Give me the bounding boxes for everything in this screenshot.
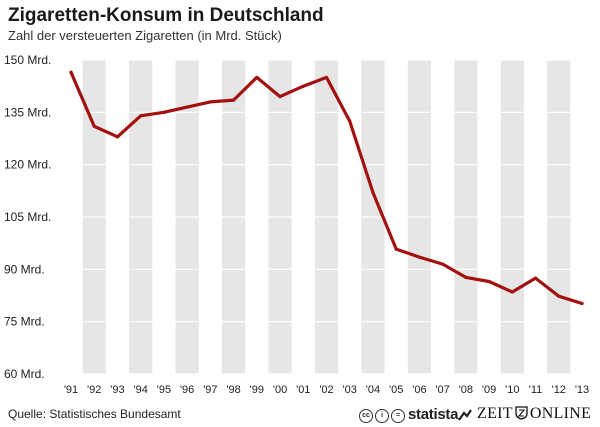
data-point: [208, 100, 212, 104]
y-tick-label: 150 Mrd.: [4, 53, 51, 67]
line-chart: 60 Mrd. 75 Mrd. 90 Mrd. 105 Mrd. 120 Mrd. 135…: [4, 53, 597, 396]
data-point: [255, 75, 259, 80]
x-tick-label: '97: [203, 384, 217, 396]
data-point: [185, 105, 189, 109]
x-tick-label: '91: [64, 384, 78, 396]
x-tick-label: '93: [110, 384, 124, 396]
statista-logo[interactable]: statista: [408, 406, 459, 423]
zeit-logo-text: ZEIT: [477, 405, 513, 422]
data-point: [139, 114, 143, 118]
source-note: Quelle: Statistisches Bundesamt: [8, 407, 181, 421]
nd-icon: =: [391, 409, 405, 423]
license-badge: cc i =: [359, 409, 405, 423]
footer: Quelle: Statistisches Bundesamt cc i = s…: [0, 403, 600, 427]
chart-title: Zigaretten-Konsum in Deutschland: [8, 5, 324, 26]
data-point: [348, 119, 352, 123]
x-axis-ticks: '91 '92 '93 '94 '95 '96 '97 '98 '99 '00 '01 '02 '03 '…: [64, 384, 589, 396]
series-group: [69, 70, 584, 306]
data-point: [278, 95, 282, 99]
by-icon: i: [375, 409, 389, 423]
x-tick-label: '00: [273, 384, 287, 396]
x-tick-label: '94: [134, 384, 148, 396]
data-point: [324, 75, 329, 80]
data-point: [557, 294, 561, 298]
data-point: [92, 124, 96, 128]
data-point: [162, 110, 166, 114]
x-tick-label: '04: [366, 384, 380, 396]
y-tick-label: 60 Mrd.: [4, 367, 45, 381]
x-tick-label: '99: [250, 384, 264, 396]
data-point: [441, 262, 445, 266]
x-tick-label: '02: [319, 384, 333, 396]
data-point: [510, 290, 514, 294]
y-axis-ticks: 60 Mrd. 75 Mrd. 90 Mrd. 105 Mrd. 120 Mrd. 135…: [4, 53, 51, 381]
chart-subtitle: Zahl der versteuerten Zigaretten (in Mrd…: [8, 28, 282, 43]
x-tick-label: '05: [389, 384, 403, 396]
data-point: [231, 98, 236, 102]
x-tick-label: '12: [552, 384, 566, 396]
x-tick-label: '06: [412, 384, 426, 396]
x-tick-label: '96: [180, 384, 194, 396]
data-point: [394, 247, 398, 251]
y-tick-label: 105 Mrd.: [4, 210, 51, 224]
x-tick-label: '01: [296, 384, 310, 396]
x-tick-label: '08: [459, 384, 473, 396]
data-point: [533, 276, 538, 280]
zeit-crest-icon: [515, 406, 528, 420]
data-point: [301, 84, 305, 88]
data-point: [371, 190, 375, 195]
online-logo-text: ONLINE: [529, 405, 592, 422]
y-tick-label: 135 Mrd.: [4, 105, 51, 119]
data-point: [487, 279, 491, 284]
x-tick-label: '92: [87, 384, 101, 396]
x-tick-label: '98: [226, 384, 240, 396]
x-tick-label: '10: [505, 384, 519, 396]
data-point: [580, 301, 584, 306]
x-tick-label: '95: [157, 384, 171, 396]
zeit-online-logo[interactable]: ZEIT ONLINE: [477, 405, 591, 423]
x-tick-label: '13: [575, 384, 589, 396]
data-point: [417, 255, 422, 259]
x-tick-label: '09: [482, 384, 496, 396]
cc-icon: cc: [359, 409, 373, 423]
data-point: [464, 275, 468, 279]
x-tick-label: '03: [343, 384, 357, 396]
x-tick-label: '11: [529, 384, 543, 396]
data-point: [69, 70, 73, 74]
x-tick-label: '07: [435, 384, 449, 396]
data-point: [115, 135, 120, 139]
y-tick-label: 90 Mrd.: [4, 262, 45, 276]
gridlines: [58, 59, 597, 375]
y-tick-label: 120 Mrd.: [4, 158, 51, 172]
statista-mark-icon: [458, 409, 472, 421]
y-tick-label: 75 Mrd.: [4, 315, 45, 329]
